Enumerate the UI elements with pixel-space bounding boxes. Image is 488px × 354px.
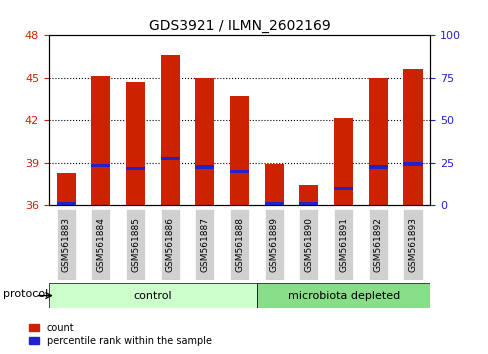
FancyBboxPatch shape — [57, 209, 76, 280]
Bar — [230, 170, 249, 173]
Text: GSM561890: GSM561890 — [304, 217, 313, 272]
FancyBboxPatch shape — [161, 209, 180, 280]
Text: GSM561886: GSM561886 — [165, 217, 174, 272]
Bar — [91, 164, 110, 167]
Bar — [368, 165, 387, 169]
FancyBboxPatch shape — [333, 209, 352, 280]
Title: GDS3921 / ILMN_2602169: GDS3921 / ILMN_2602169 — [148, 19, 330, 33]
FancyBboxPatch shape — [264, 209, 283, 280]
Bar — [333, 187, 352, 190]
Text: GSM561885: GSM561885 — [131, 217, 140, 272]
Bar — [195, 165, 214, 169]
Text: GSM561887: GSM561887 — [200, 217, 209, 272]
FancyBboxPatch shape — [299, 209, 318, 280]
FancyBboxPatch shape — [230, 209, 248, 280]
Bar — [264, 164, 283, 205]
Text: control: control — [133, 291, 172, 301]
Bar — [161, 157, 180, 160]
Text: GSM561884: GSM561884 — [96, 217, 105, 272]
Legend: count, percentile rank within the sample: count, percentile rank within the sample — [29, 323, 211, 346]
FancyBboxPatch shape — [256, 283, 429, 308]
Text: GSM561888: GSM561888 — [235, 217, 244, 272]
Text: GSM561892: GSM561892 — [373, 217, 382, 272]
FancyBboxPatch shape — [403, 209, 422, 280]
Text: GSM561889: GSM561889 — [269, 217, 278, 272]
Bar — [299, 202, 318, 206]
Bar — [57, 173, 76, 205]
FancyBboxPatch shape — [195, 209, 214, 280]
Text: protocol: protocol — [3, 289, 48, 299]
Bar — [126, 82, 145, 205]
Bar — [403, 69, 422, 205]
Bar — [91, 76, 110, 205]
Bar — [403, 162, 422, 166]
FancyBboxPatch shape — [91, 209, 110, 280]
FancyBboxPatch shape — [49, 283, 256, 308]
Bar — [57, 202, 76, 206]
Text: GSM561891: GSM561891 — [339, 217, 347, 272]
Bar — [161, 55, 180, 205]
Bar — [333, 118, 352, 205]
Bar — [230, 96, 249, 205]
Text: microbiota depleted: microbiota depleted — [287, 291, 399, 301]
Bar — [195, 78, 214, 205]
Bar — [299, 185, 318, 205]
Bar — [368, 78, 387, 205]
Text: GSM561893: GSM561893 — [407, 217, 417, 272]
Text: GSM561883: GSM561883 — [61, 217, 71, 272]
Bar — [126, 167, 145, 170]
FancyBboxPatch shape — [126, 209, 145, 280]
Bar — [264, 202, 283, 206]
FancyBboxPatch shape — [368, 209, 387, 280]
